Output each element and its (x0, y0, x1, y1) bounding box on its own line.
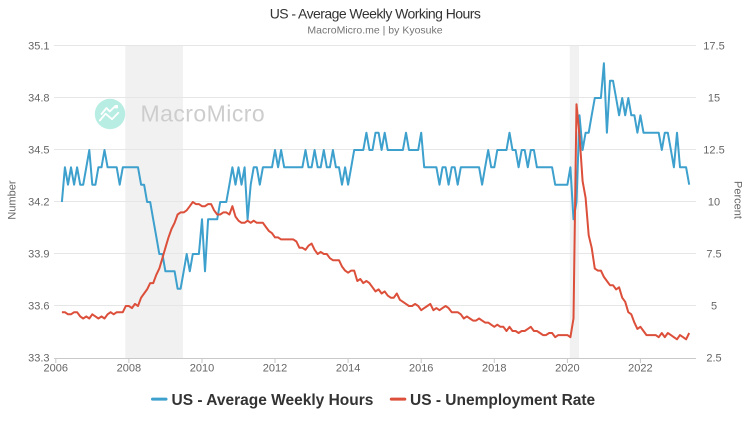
svg-text:2022: 2022 (628, 363, 652, 375)
svg-text:10: 10 (708, 197, 720, 209)
svg-text:35.1: 35.1 (28, 41, 49, 53)
svg-text:33.3: 33.3 (28, 353, 49, 365)
svg-text:US - Average Weekly Working Ho: US - Average Weekly Working Hours (270, 6, 481, 22)
svg-text:34.5: 34.5 (28, 145, 49, 157)
svg-text:33.9: 33.9 (28, 249, 49, 261)
svg-text:2012: 2012 (263, 363, 287, 375)
svg-text:15: 15 (708, 93, 720, 105)
svg-text:7.5: 7.5 (706, 249, 721, 261)
svg-text:2014: 2014 (336, 363, 360, 375)
svg-text:2006: 2006 (44, 363, 68, 375)
svg-text:2016: 2016 (409, 363, 433, 375)
svg-text:MacroMicro.me | by Kyosuke: MacroMicro.me | by Kyosuke (307, 25, 442, 37)
svg-text:US - Average Weekly Hours: US - Average Weekly Hours (172, 392, 374, 409)
svg-text:Percent: Percent (732, 181, 744, 219)
svg-text:2008: 2008 (117, 363, 141, 375)
svg-text:34.8: 34.8 (28, 93, 49, 105)
svg-text:2.5: 2.5 (706, 353, 721, 365)
svg-text:33.6: 33.6 (28, 301, 49, 313)
svg-text:5: 5 (711, 301, 717, 313)
svg-text:2018: 2018 (482, 363, 506, 375)
svg-text:Number: Number (7, 180, 19, 219)
svg-text:2020: 2020 (555, 363, 579, 375)
svg-text:MacroMicro: MacroMicro (141, 101, 266, 127)
svg-text:2010: 2010 (190, 363, 214, 375)
svg-text:17.5: 17.5 (703, 41, 724, 53)
svg-text:12.5: 12.5 (703, 145, 724, 157)
svg-text:34.2: 34.2 (28, 197, 49, 209)
svg-text:US - Unemployment Rate: US - Unemployment Rate (410, 392, 596, 409)
